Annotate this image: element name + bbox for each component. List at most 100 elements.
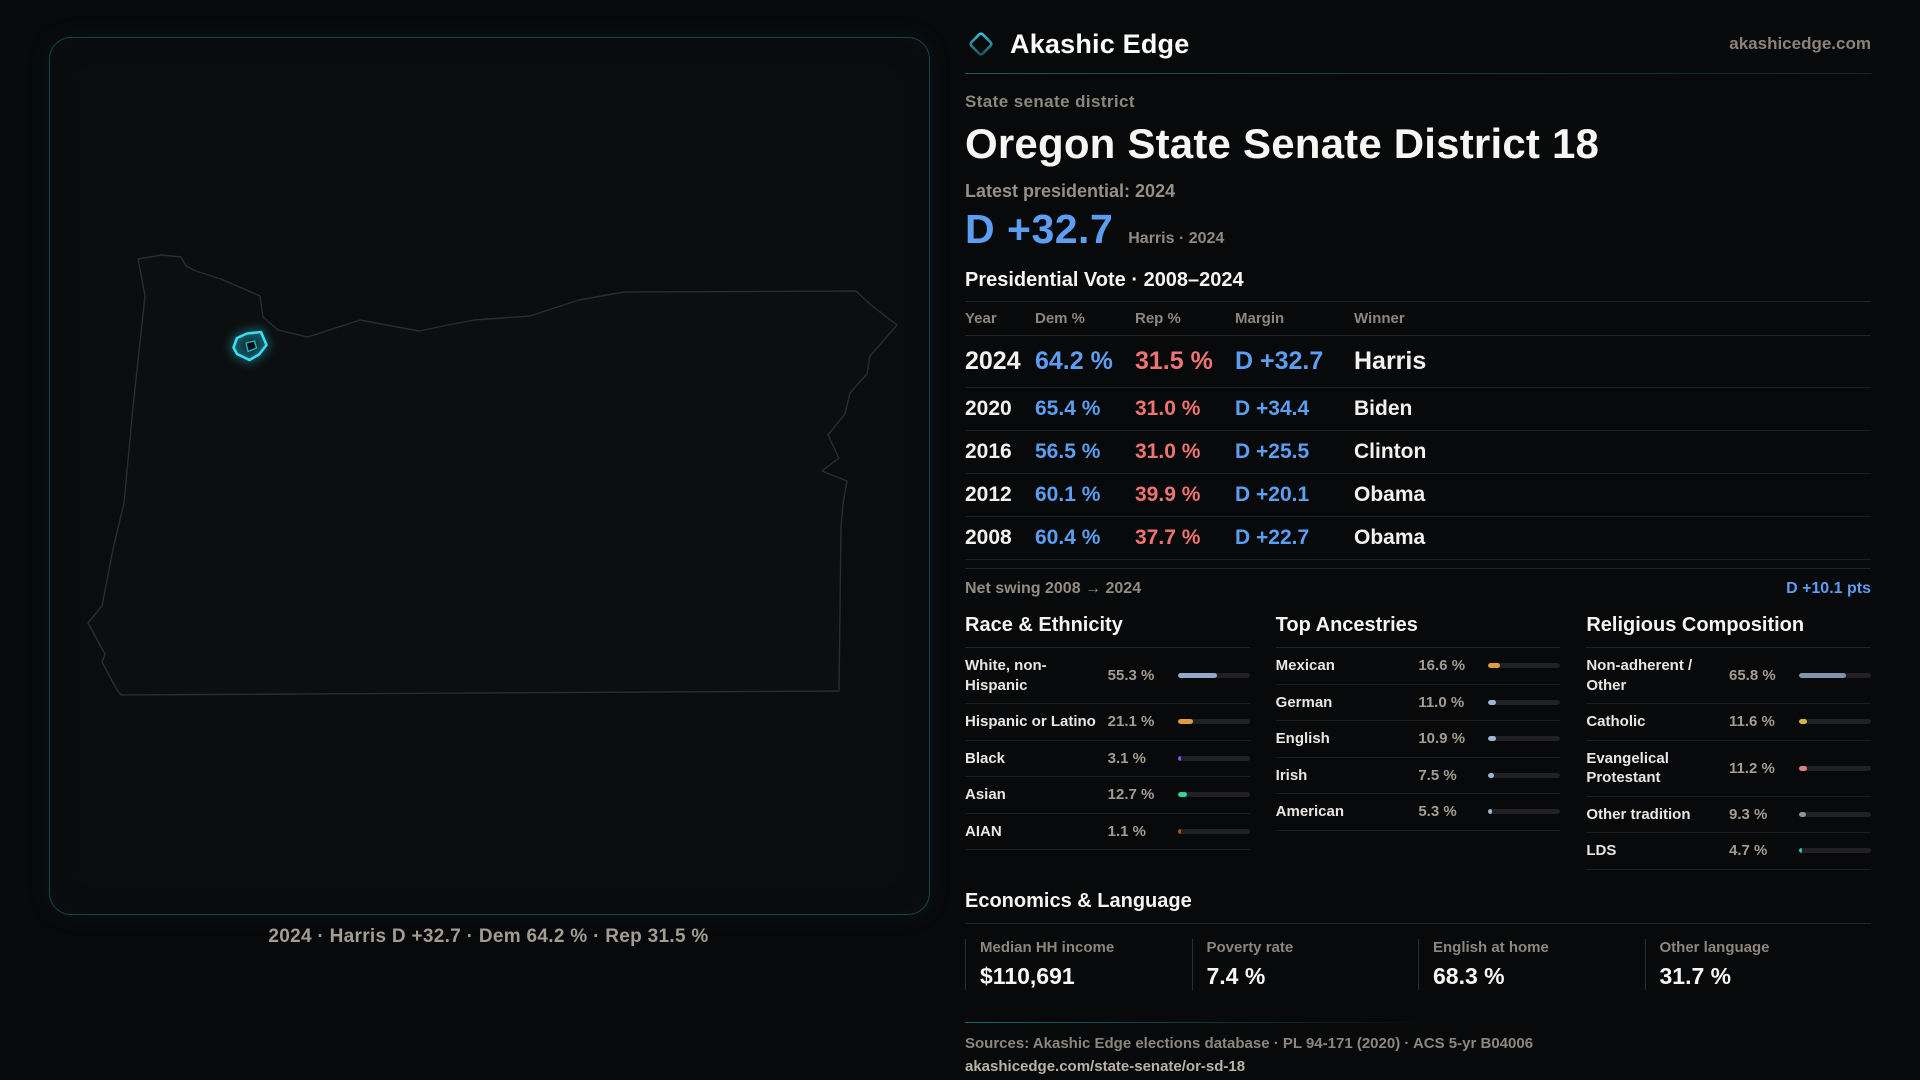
demographics-row-label: AIAN bbox=[965, 822, 1002, 840]
demographics-bar-track bbox=[1798, 811, 1871, 817]
demographics-bar-fill bbox=[1488, 809, 1493, 815]
demographics-bar-fill bbox=[1177, 673, 1218, 679]
demographics-bar-fill bbox=[1488, 736, 1497, 742]
demographics-row-value: 65.8 % bbox=[1728, 667, 1776, 685]
brand-site-link[interactable]: akashicedge.com bbox=[1729, 34, 1871, 53]
vote-dem-pct: 65.4 % bbox=[1035, 387, 1135, 432]
brand-name: Akashic Edge bbox=[1010, 28, 1190, 59]
demographics-row: Hispanic or Latino 21.1 % bbox=[965, 704, 1250, 741]
net-swing-value: D +10.1 pts bbox=[1786, 580, 1871, 598]
col-header-winner: Winner bbox=[1354, 301, 1871, 337]
demographics-bar-fill bbox=[1177, 719, 1193, 725]
headline-margin-block: D +32.7 Harris · 2024 bbox=[965, 206, 1871, 253]
vote-dem-pct: 60.4 % bbox=[1035, 516, 1135, 561]
col-header-rep: Rep % bbox=[1135, 301, 1235, 337]
demographics-row-label: Black bbox=[965, 749, 1006, 767]
oregon-map[interactable] bbox=[50, 38, 929, 914]
demographics-bar-fill bbox=[1177, 755, 1181, 761]
vote-rep-pct: 31.0 % bbox=[1135, 430, 1235, 475]
demographics-row: English 10.9 % bbox=[1275, 721, 1561, 758]
demographics-row-label: Non-adherent / Other bbox=[1586, 657, 1693, 694]
economics-stat-value: 7.4 % bbox=[1206, 962, 1266, 989]
economics-stat: Poverty rate 7.4 % bbox=[1191, 938, 1419, 990]
permalink[interactable]: akashicedge.com/state-senate/or-sd-18 bbox=[965, 1057, 1246, 1075]
demographics-row-value: 1.1 % bbox=[1107, 822, 1147, 840]
demographics-grid: Race & Ethnicity White, non-Hispanic 55.… bbox=[965, 614, 1871, 870]
demographics-row-value: 11.2 % bbox=[1728, 759, 1775, 777]
demographics-row-value: 4.7 % bbox=[1728, 842, 1768, 860]
vote-margin: D +32.7 bbox=[1235, 335, 1354, 389]
demographics-row-label: Mexican bbox=[1275, 657, 1335, 675]
vote-rep-pct: 39.9 % bbox=[1135, 473, 1235, 518]
demographics-section-title: Top Ancestries bbox=[1275, 614, 1561, 649]
vote-margin: D +34.4 bbox=[1235, 387, 1354, 432]
economics-stat-label: Median HH income bbox=[980, 938, 1115, 956]
demographics-row-value: 11.6 % bbox=[1728, 713, 1775, 731]
headline-margin-value: D +32.7 bbox=[965, 206, 1114, 253]
brand-lockup: Akashic Edge bbox=[965, 28, 1189, 60]
demographics-bar-track bbox=[1177, 719, 1250, 725]
demographics-bar-track bbox=[1798, 719, 1871, 725]
map-caption: 2024 · Harris D +32.7 · Dem 64.2 % · Rep… bbox=[268, 926, 709, 947]
demographics-row: American 5.3 % bbox=[1275, 794, 1561, 831]
col-header-margin: Margin bbox=[1235, 301, 1354, 337]
demographics-row: LDS 4.7 % bbox=[1586, 833, 1871, 870]
demographics-row-value: 5.3 % bbox=[1418, 803, 1457, 821]
demographics-bar-track bbox=[1798, 848, 1871, 854]
vote-winner: Obama bbox=[1354, 516, 1871, 561]
demographics-row-value: 11.0 % bbox=[1418, 693, 1465, 711]
demographics-bar-track bbox=[1177, 673, 1250, 679]
net-swing-row: Net swing 2008 → 2024 D +10.1 pts bbox=[965, 568, 1871, 598]
demographics-bar-fill bbox=[1798, 765, 1808, 771]
demographics-bar-track bbox=[1798, 673, 1871, 679]
vote-year: 2020 bbox=[965, 387, 1035, 432]
demographics-row-label: Catholic bbox=[1586, 713, 1646, 731]
vote-winner: Biden bbox=[1354, 387, 1871, 432]
demographics-bar-track bbox=[1488, 736, 1561, 742]
demographics-row-label: Evangelical Protestant bbox=[1586, 749, 1669, 787]
demographics-row-value: 3.1 % bbox=[1107, 749, 1147, 767]
demographics-bar-track bbox=[1798, 765, 1871, 771]
demographics-bar-fill bbox=[1488, 663, 1501, 669]
demographics-bar-fill bbox=[1488, 699, 1497, 705]
demographics-bar-fill bbox=[1798, 811, 1806, 817]
demographics-section-title: Religious Composition bbox=[1586, 614, 1871, 649]
demographics-bar-fill bbox=[1798, 673, 1847, 679]
demographics-row-label: German bbox=[1275, 693, 1333, 711]
col-header-year: Year bbox=[965, 301, 1035, 337]
demographics-section: Race & Ethnicity White, non-Hispanic 55.… bbox=[965, 614, 1250, 851]
demographics-row: Irish 7.5 % bbox=[1275, 758, 1561, 795]
economics-stat-value: $110,691 bbox=[980, 962, 1075, 989]
vote-margin: D +20.1 bbox=[1235, 473, 1354, 518]
demographics-row: Catholic 11.6 % bbox=[1586, 704, 1871, 741]
economics-grid: Median HH income $110,691 Poverty rate 7… bbox=[965, 938, 1871, 990]
economics-stat-value: 31.7 % bbox=[1659, 962, 1732, 989]
vote-year: 2016 bbox=[965, 430, 1035, 475]
presidential-vote-table: Year Dem % Rep % Margin Winner 2024 64.2… bbox=[965, 301, 1871, 561]
economics-title: Economics & Language bbox=[965, 890, 1871, 924]
vote-winner: Harris bbox=[1354, 335, 1871, 389]
header-divider bbox=[965, 73, 1871, 74]
demographics-bar-track bbox=[1177, 755, 1250, 761]
demographics-row: Non-adherent / Other 65.8 % bbox=[1586, 648, 1871, 705]
vote-year: 2012 bbox=[965, 473, 1035, 518]
demographics-bar-fill bbox=[1177, 828, 1181, 834]
vote-table-row: 2012 60.1 % 39.9 % D +20.1 Obama bbox=[965, 473, 1871, 518]
latest-presidential-label: Latest presidential: 2024 bbox=[965, 181, 1176, 202]
vote-table-row: 2016 56.5 % 31.0 % D +25.5 Clinton bbox=[965, 430, 1871, 475]
vote-winner: Obama bbox=[1354, 473, 1871, 518]
footer-divider bbox=[965, 1021, 1435, 1023]
demographics-bar-fill bbox=[1177, 792, 1187, 798]
net-swing-label: Net swing 2008 → 2024 bbox=[965, 580, 1142, 598]
demographics-bar-fill bbox=[1798, 719, 1808, 725]
demographics-row-label: Asian bbox=[965, 786, 1006, 804]
demographics-section-title: Race & Ethnicity bbox=[965, 614, 1250, 649]
demographics-row: Evangelical Protestant 11.2 % bbox=[1586, 741, 1871, 797]
oregon-state-outline bbox=[87, 254, 898, 696]
demographics-row: Other tradition 9.3 % bbox=[1586, 797, 1871, 834]
demographics-bar-fill bbox=[1488, 772, 1494, 778]
vote-margin: D +25.5 bbox=[1235, 430, 1354, 475]
demographics-row: AIAN 1.1 % bbox=[965, 814, 1250, 851]
demographics-bar-fill bbox=[1798, 848, 1803, 854]
demographics-row-value: 16.6 % bbox=[1418, 657, 1466, 675]
